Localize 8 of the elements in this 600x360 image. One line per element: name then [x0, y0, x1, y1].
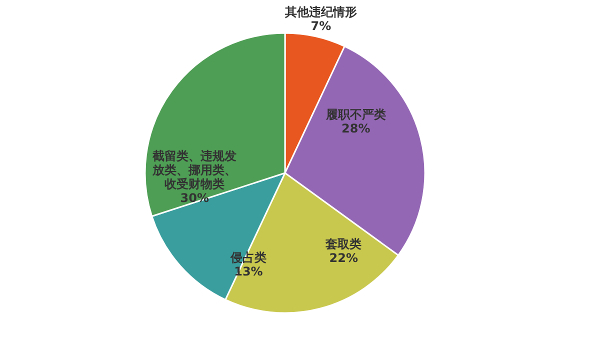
slice-label: 其他违纪情形 — [284, 4, 357, 19]
slice-label: 履职不严类 — [324, 107, 386, 122]
slice-label: 套取类 — [324, 236, 362, 251]
data-label: 22% — [329, 250, 358, 265]
data-label: 28% — [342, 121, 370, 136]
data-label: 7% — [310, 18, 332, 33]
slice-label: 截留类、违规发放类、挪用类、收受财物类 — [152, 148, 237, 191]
data-label: 30% — [180, 190, 209, 205]
